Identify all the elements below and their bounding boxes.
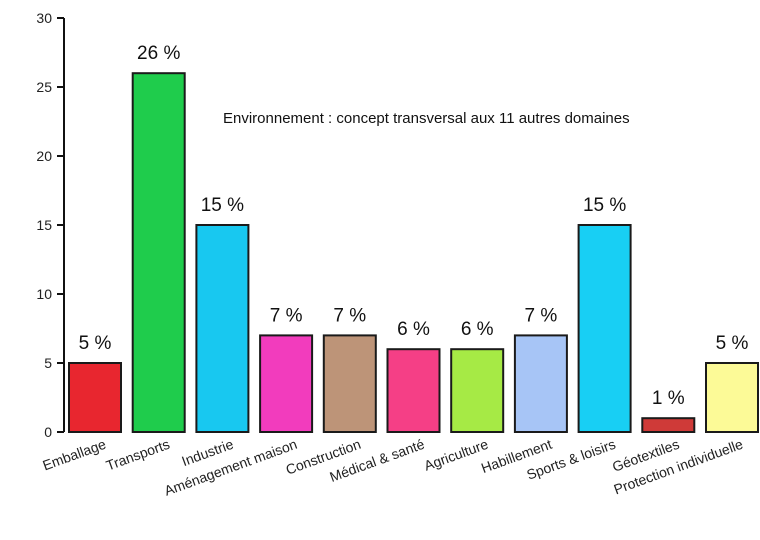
bar-m-dical-sant- [386, 348, 441, 434]
x-tick-label: Emballage [40, 436, 108, 474]
y-tick-label: 0 [44, 424, 52, 440]
bar-construction [322, 334, 377, 433]
y-tick-label: 20 [36, 148, 52, 164]
data-label: 6 % [397, 319, 430, 340]
data-label: 5 % [716, 333, 749, 354]
bar-habillement [513, 334, 568, 433]
axes: 0 5 10 15 20 25 30 [36, 10, 65, 440]
y-tick-label: 25 [36, 79, 52, 95]
data-label: 5 % [79, 333, 112, 354]
chart-annotation: Environnement : concept transversal aux … [223, 110, 630, 127]
y-tick-label: 5 [44, 355, 52, 371]
bar-am-nagement-maison [259, 334, 314, 433]
x-tick-label: Agriculture [422, 436, 491, 474]
y-tick-label: 15 [36, 217, 52, 233]
x-tick-label: Transports [104, 436, 172, 474]
bar-agriculture [450, 348, 505, 434]
bar-emballage [68, 362, 122, 433]
data-label: 1 % [652, 388, 685, 409]
bar-sports-loisirs [577, 224, 632, 433]
data-label: 7 % [333, 305, 366, 326]
bars [68, 72, 759, 434]
data-label: 7 % [525, 305, 558, 326]
bar-g-otextiles [641, 417, 696, 434]
data-label: 15 % [583, 195, 626, 216]
bar-industrie [195, 224, 250, 433]
data-label: 6 % [461, 319, 494, 340]
bar-transports [131, 72, 186, 433]
data-label: 26 % [137, 43, 180, 64]
bar-protection-individuelle [705, 362, 759, 433]
data-label: 15 % [201, 195, 244, 216]
y-tick-label: 10 [36, 286, 52, 302]
data-label: 7 % [270, 305, 303, 326]
y-tick-label: 30 [36, 10, 52, 26]
